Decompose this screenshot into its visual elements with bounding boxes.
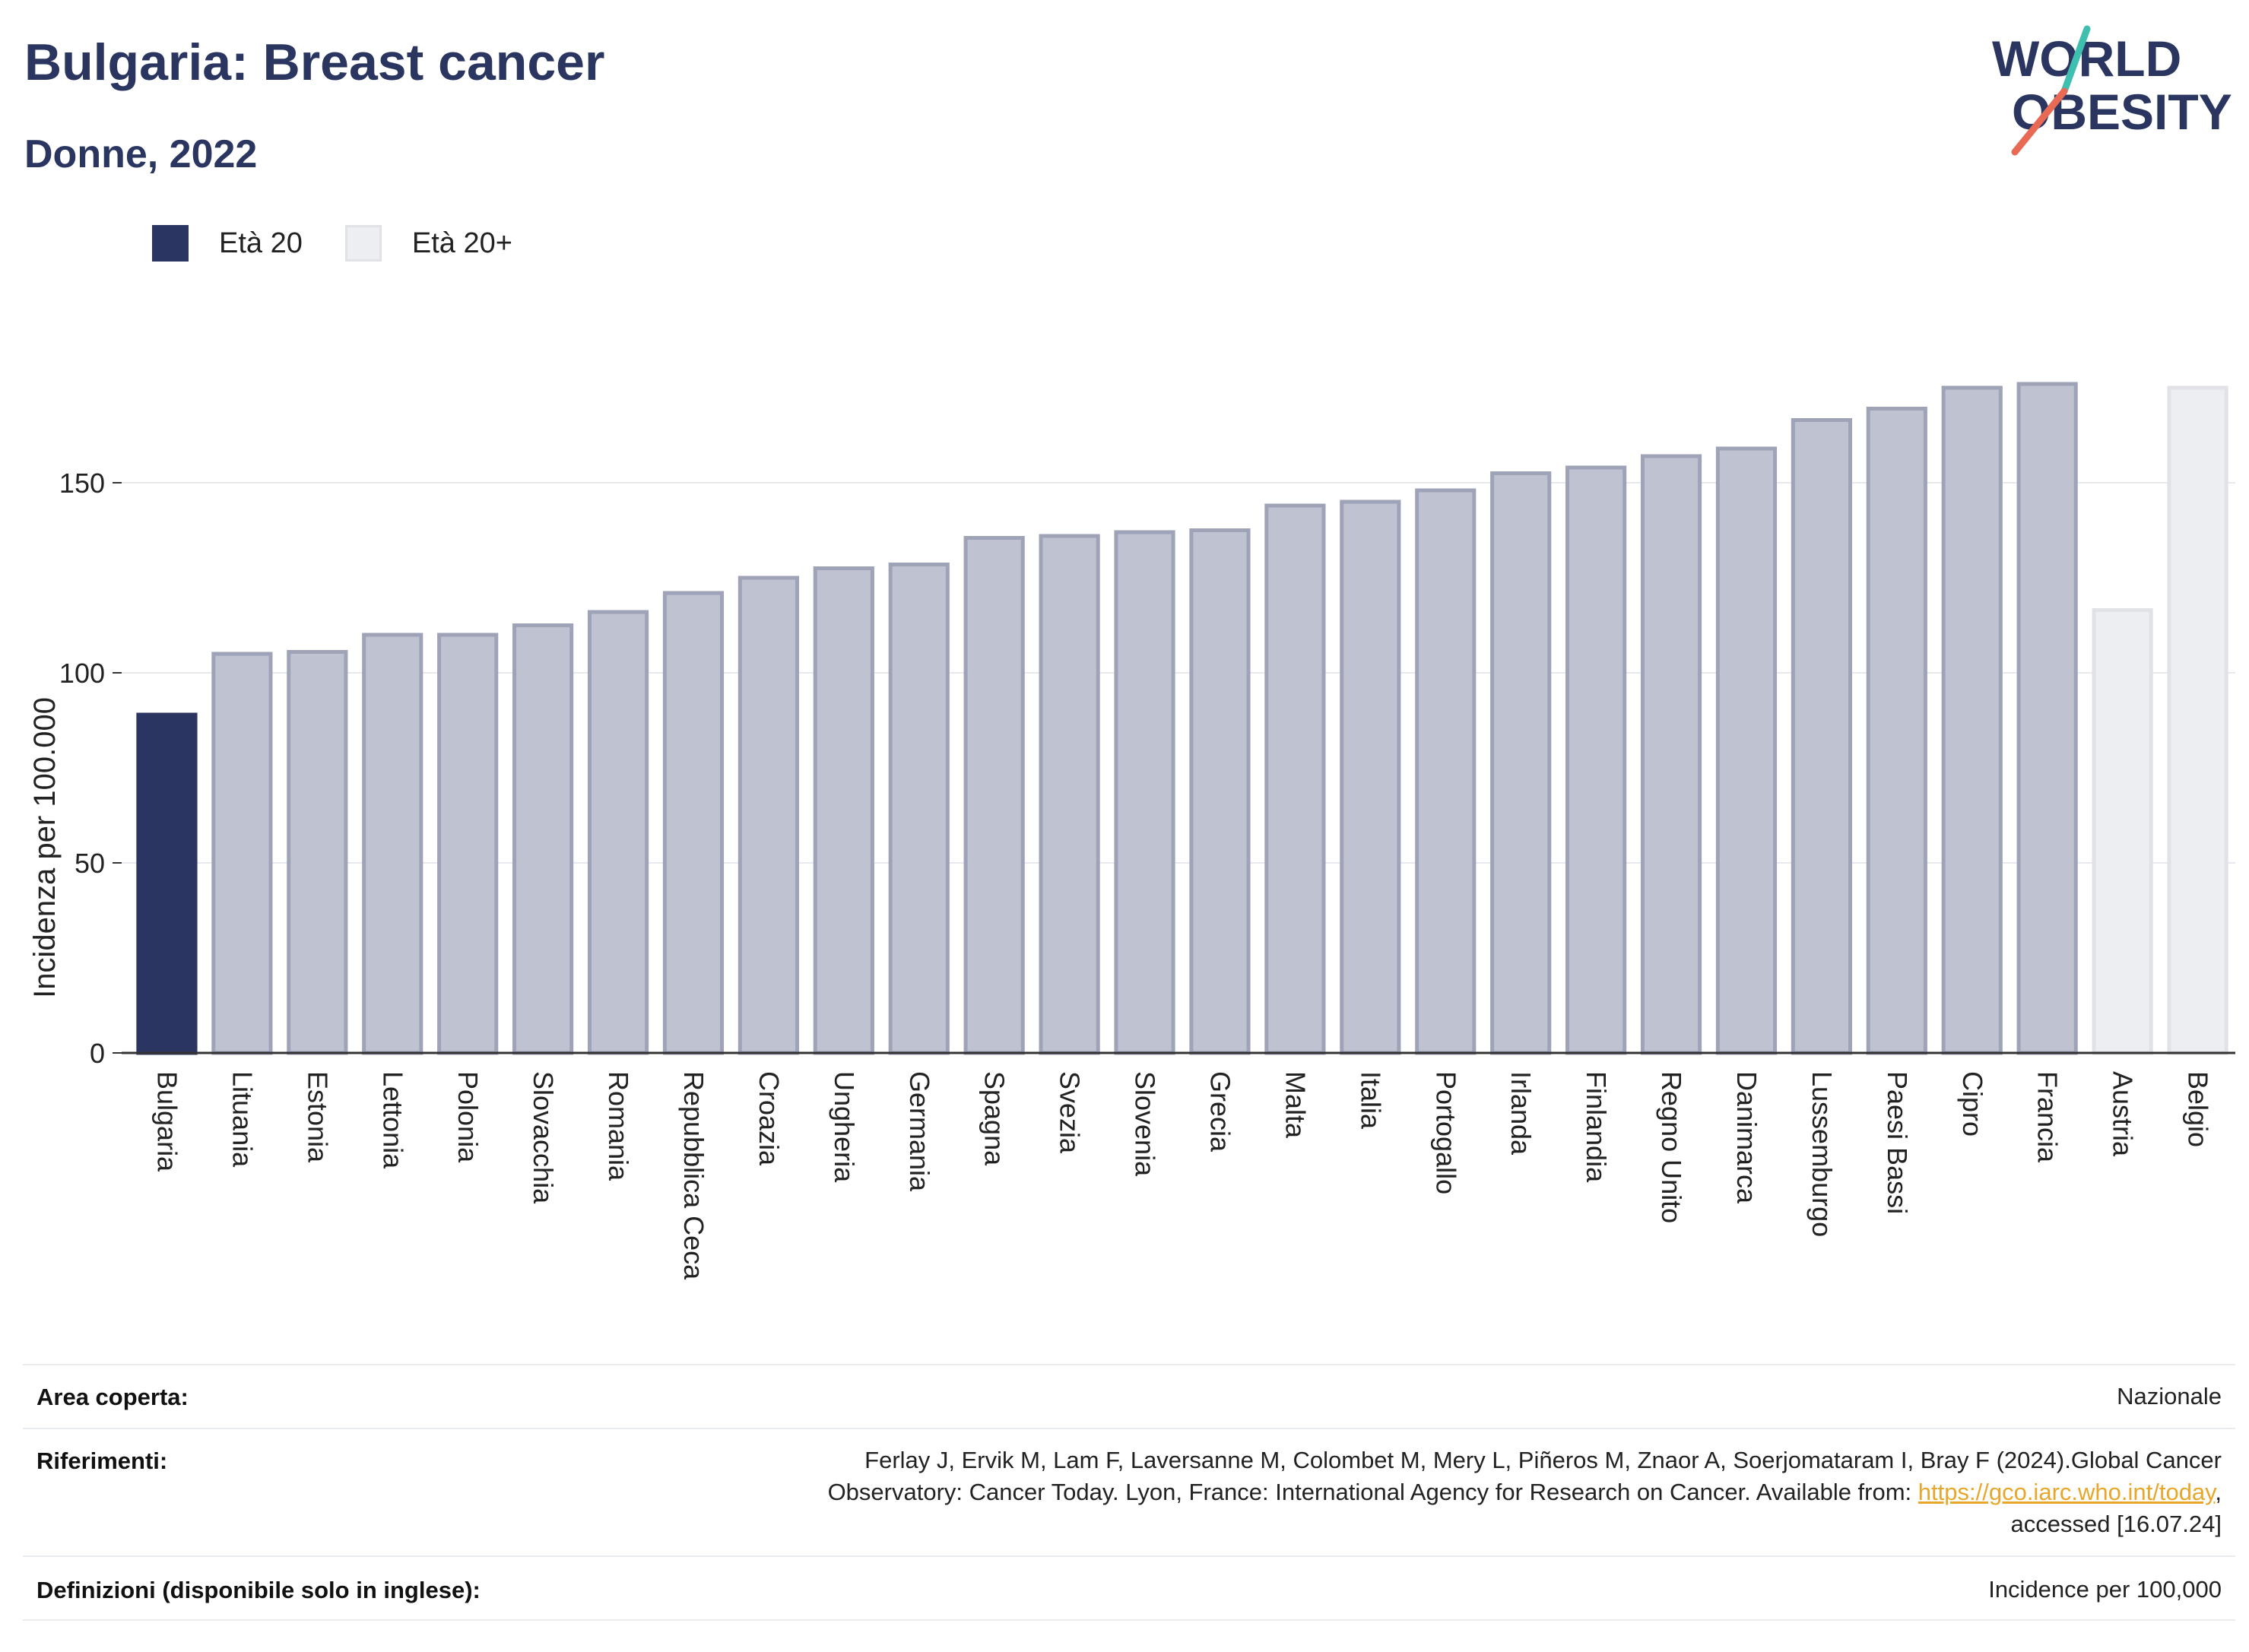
y-tick-label: 150 <box>59 468 105 499</box>
table-row-definitions: Definizioni (disponibile solo in inglese… <box>23 1557 2235 1619</box>
x-tick-label: Repubblica Ceca <box>678 1071 709 1280</box>
bar-ungheria <box>813 566 874 1055</box>
references-line-2-text: Observatory: Cancer Today. Lyon, France:… <box>827 1479 1918 1505</box>
y-tick-label: 0 <box>90 1038 105 1069</box>
x-tick-label: Italia <box>1355 1071 1386 1130</box>
x-tick-label: Lettonia <box>377 1071 408 1169</box>
x-tick-label: Malta <box>1280 1071 1311 1139</box>
x-tick-label: Slovacchia <box>528 1071 559 1204</box>
references-label: Riferimenti: <box>36 1447 168 1474</box>
x-tick-label: Cipro <box>1957 1071 1988 1137</box>
x-tick-label: Croazia <box>753 1071 785 1166</box>
bar-malta <box>1264 503 1326 1055</box>
x-tick-label: Francia <box>2032 1071 2063 1163</box>
bar-belgio <box>2167 385 2228 1055</box>
bar-grecia <box>1189 528 1251 1055</box>
table-divider <box>23 1555 2235 1557</box>
y-axis-label: Incidenza per 100.000 <box>28 697 62 998</box>
x-tick-label: Estonia <box>302 1071 333 1163</box>
legend-item-eta-20: Età 20 <box>152 225 303 262</box>
x-tick-label: Paesi Bassi <box>1882 1071 1913 1214</box>
bar-romania <box>587 610 649 1055</box>
x-tick-label: Irlanda <box>1505 1071 1537 1156</box>
bar-portogallo <box>1415 488 1477 1055</box>
table-row-area: Area coperta: Nazionale <box>23 1365 2235 1428</box>
table-divider <box>23 1428 2235 1429</box>
bar-italia <box>1340 499 1401 1055</box>
logo-slash-teal <box>2060 25 2091 95</box>
bar-chart: 0 50 100 150 Bulgaria Lituania Estonia Lettonia… <box>28 382 2235 1280</box>
x-tick-label: Ungheria <box>829 1071 860 1183</box>
x-tick-label: Finlandia <box>1581 1071 1612 1183</box>
legend-swatch-eta-20 <box>152 225 189 262</box>
bar-repubblica-ceca <box>662 591 725 1055</box>
references-line-3: accessed [16.07.24] <box>2010 1511 2222 1537</box>
x-tick-label: Lituania <box>227 1071 258 1168</box>
table-divider <box>23 1619 2235 1621</box>
x-tick-label: Bulgaria <box>151 1071 182 1172</box>
references-value: Ferlay J, Ervik M, Lam F, Laversanne M, … <box>828 1444 2222 1540</box>
legend-swatch-eta-20-plus <box>344 225 382 262</box>
world-obesity-logo: WORLD OBESITY <box>1992 25 2232 156</box>
references-link[interactable]: https://gco.iarc.who.int/today <box>1918 1479 2216 1505</box>
bar-lussemburgo <box>1791 418 1852 1055</box>
bar-germania <box>888 563 950 1055</box>
x-tick-label: Belgio <box>2183 1071 2214 1147</box>
bar-irlanda <box>1490 471 1552 1055</box>
definitions-value: Incidence per 100,000 <box>1988 1576 2222 1603</box>
legend-label-eta-20-plus: Età 20+ <box>411 227 512 259</box>
references-line-2: Observatory: Cancer Today. Lyon, France:… <box>828 1476 2222 1508</box>
table-divider <box>23 1364 2235 1365</box>
x-tick-label: Austria <box>2108 1071 2139 1157</box>
bar-polonia <box>437 633 499 1055</box>
bars <box>136 382 2228 1055</box>
y-tick-label: 50 <box>75 848 105 879</box>
x-tick-label: Lussemburgo <box>1806 1071 1838 1237</box>
bar-regno-unito <box>1640 454 1702 1055</box>
x-tick-label: Grecia <box>1204 1071 1236 1153</box>
x-tick-label: Germania <box>904 1071 935 1192</box>
x-tick-label: Regno Unito <box>1656 1071 1687 1223</box>
area-label: Area coperta: <box>36 1384 189 1410</box>
legend-item-eta-20-plus: Età 20+ <box>344 225 512 262</box>
bar-danimarca <box>1715 446 1778 1055</box>
references-line-2-suffix: , <box>2215 1479 2222 1505</box>
area-value: Nazionale <box>2117 1383 2222 1409</box>
bar-bulgaria <box>136 712 198 1055</box>
bar-svezia <box>1039 534 1100 1055</box>
bar-finlandia <box>1565 465 1627 1055</box>
definitions-label: Definizioni (disponibile solo in inglese… <box>36 1577 481 1603</box>
x-tick-label: Romania <box>603 1071 634 1181</box>
bar-slovenia <box>1114 530 1175 1055</box>
x-tick-label: Portogallo <box>1430 1071 1461 1194</box>
x-tick-label: Spagna <box>979 1071 1010 1166</box>
x-tick-label: Slovenia <box>1130 1071 1161 1177</box>
bar-austria <box>2092 608 2153 1055</box>
bar-spagna <box>963 536 1025 1055</box>
bar-paesi-bassi <box>1866 407 1927 1055</box>
chart-legend: Età 20 Età 20+ <box>152 225 555 262</box>
bar-lettonia <box>362 633 423 1055</box>
x-tick-label: Danimarca <box>1731 1071 1762 1204</box>
tick-labels: 0 50 100 150 Bulgaria Lituania Estonia Lettonia… <box>59 468 2214 1280</box>
bar-slovacchia <box>512 623 574 1055</box>
bar-croazia <box>738 576 799 1055</box>
chart-subtitle: Donne, 2022 <box>24 132 258 176</box>
legend-label-eta-20: Età 20 <box>219 227 303 259</box>
y-tick-label: 100 <box>59 658 105 689</box>
references-line-1: Ferlay J, Ervik M, Lam F, Laversanne M, … <box>864 1447 2222 1473</box>
bar-francia <box>2016 382 2078 1055</box>
axes <box>113 482 2235 1054</box>
chart-title: Bulgaria: Breast cancer <box>24 33 605 91</box>
x-tick-label: Polonia <box>452 1071 484 1163</box>
x-tick-label: Svezia <box>1055 1071 1086 1154</box>
logo-slash-coral <box>2011 87 2068 156</box>
table-row-references: Riferimenti: Ferlay J, Ervik M, Lam F, L… <box>23 1429 2235 1555</box>
logo-text-world: WORLD <box>1992 30 2181 87</box>
bar-lituania <box>211 652 273 1055</box>
bar-estonia <box>287 650 348 1055</box>
bar-cipro <box>1941 385 2003 1055</box>
